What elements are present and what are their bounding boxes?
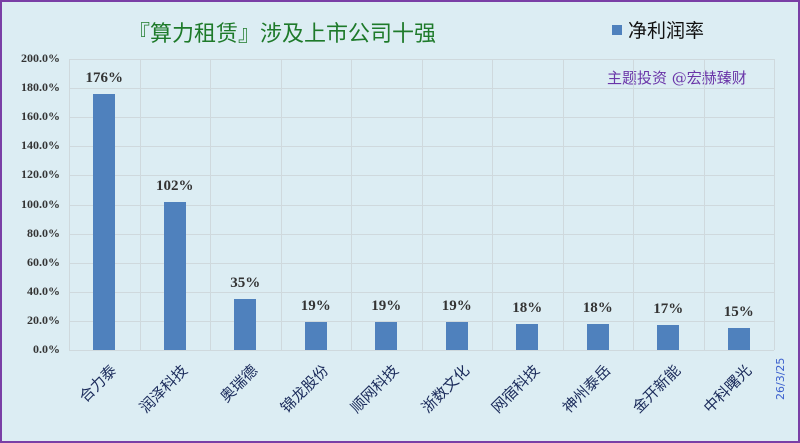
x-tick-label: 顺网科技	[347, 361, 403, 417]
legend: 净利润率	[612, 16, 704, 43]
gridline	[210, 59, 211, 350]
data-label: 176%	[85, 69, 124, 86]
y-tick-label: 140.0%	[21, 138, 60, 153]
y-tick-label: 180.0%	[21, 80, 60, 95]
bar	[657, 325, 680, 350]
bar	[163, 201, 186, 350]
y-tick-label: 0.0%	[33, 342, 60, 356]
gridline	[351, 59, 352, 350]
y-tick-label: 100.0%	[21, 196, 60, 211]
x-tick-label: 金开新能	[629, 361, 685, 417]
gridline	[492, 59, 493, 350]
y-tick-label: 80.0%	[27, 225, 60, 240]
data-label: 17%	[653, 301, 684, 318]
bar	[304, 322, 327, 350]
date-stamp: 26/3/25	[774, 357, 787, 400]
y-tick-label: 20.0%	[27, 312, 60, 327]
gridline	[280, 59, 282, 350]
data-label: 35%	[230, 275, 261, 292]
legend-swatch-icon	[612, 24, 622, 35]
x-tick-label: 合力泰	[75, 361, 121, 406]
gridline	[703, 59, 705, 350]
data-label: 19%	[300, 298, 331, 315]
gridline	[774, 59, 775, 350]
gridline	[69, 59, 70, 350]
data-label: 102%	[156, 177, 194, 194]
x-tick-label: 网宿科技	[488, 361, 544, 417]
chart-title: 『算力租赁』涉及上市公司十强	[127, 22, 436, 47]
data-label: 19%	[371, 298, 402, 315]
y-tick-label: 160.0%	[21, 109, 60, 124]
gridline	[69, 350, 774, 351]
legend-label: 净利润率	[628, 20, 705, 42]
gridline	[421, 59, 423, 350]
plot-area: 176% 102% 35% 19% 19% 19% 18% 18% 17% 15%	[69, 59, 775, 351]
gridline	[139, 59, 141, 350]
bar	[516, 323, 539, 350]
gridline	[633, 59, 634, 350]
data-label: 19%	[441, 298, 472, 315]
y-tick-label: 200.0%	[21, 51, 60, 65]
bar	[93, 93, 116, 350]
y-tick-label: 120.0%	[21, 167, 60, 182]
watermark: 主题投资 @宏赫臻财	[607, 69, 747, 87]
x-tick-label: 奥瑞德	[216, 361, 262, 406]
bar	[727, 328, 750, 350]
x-tick-label: 锦龙股份	[276, 361, 332, 417]
bar	[586, 323, 609, 350]
bar	[445, 322, 468, 350]
y-tick-label: 60.0%	[27, 254, 60, 269]
x-tick-label: 润泽科技	[135, 361, 191, 417]
y-tick-label: 40.0%	[27, 283, 60, 298]
data-label: 18%	[512, 299, 543, 316]
x-tick-label: 神州泰岳	[558, 361, 614, 417]
x-tick-label: 中科曙光	[699, 361, 755, 417]
bar	[234, 299, 257, 350]
data-label: 18%	[582, 299, 613, 316]
gridline	[562, 59, 564, 350]
x-tick-label: 浙数文化	[417, 361, 473, 417]
data-label: 15%	[723, 304, 754, 321]
bar	[375, 322, 398, 350]
